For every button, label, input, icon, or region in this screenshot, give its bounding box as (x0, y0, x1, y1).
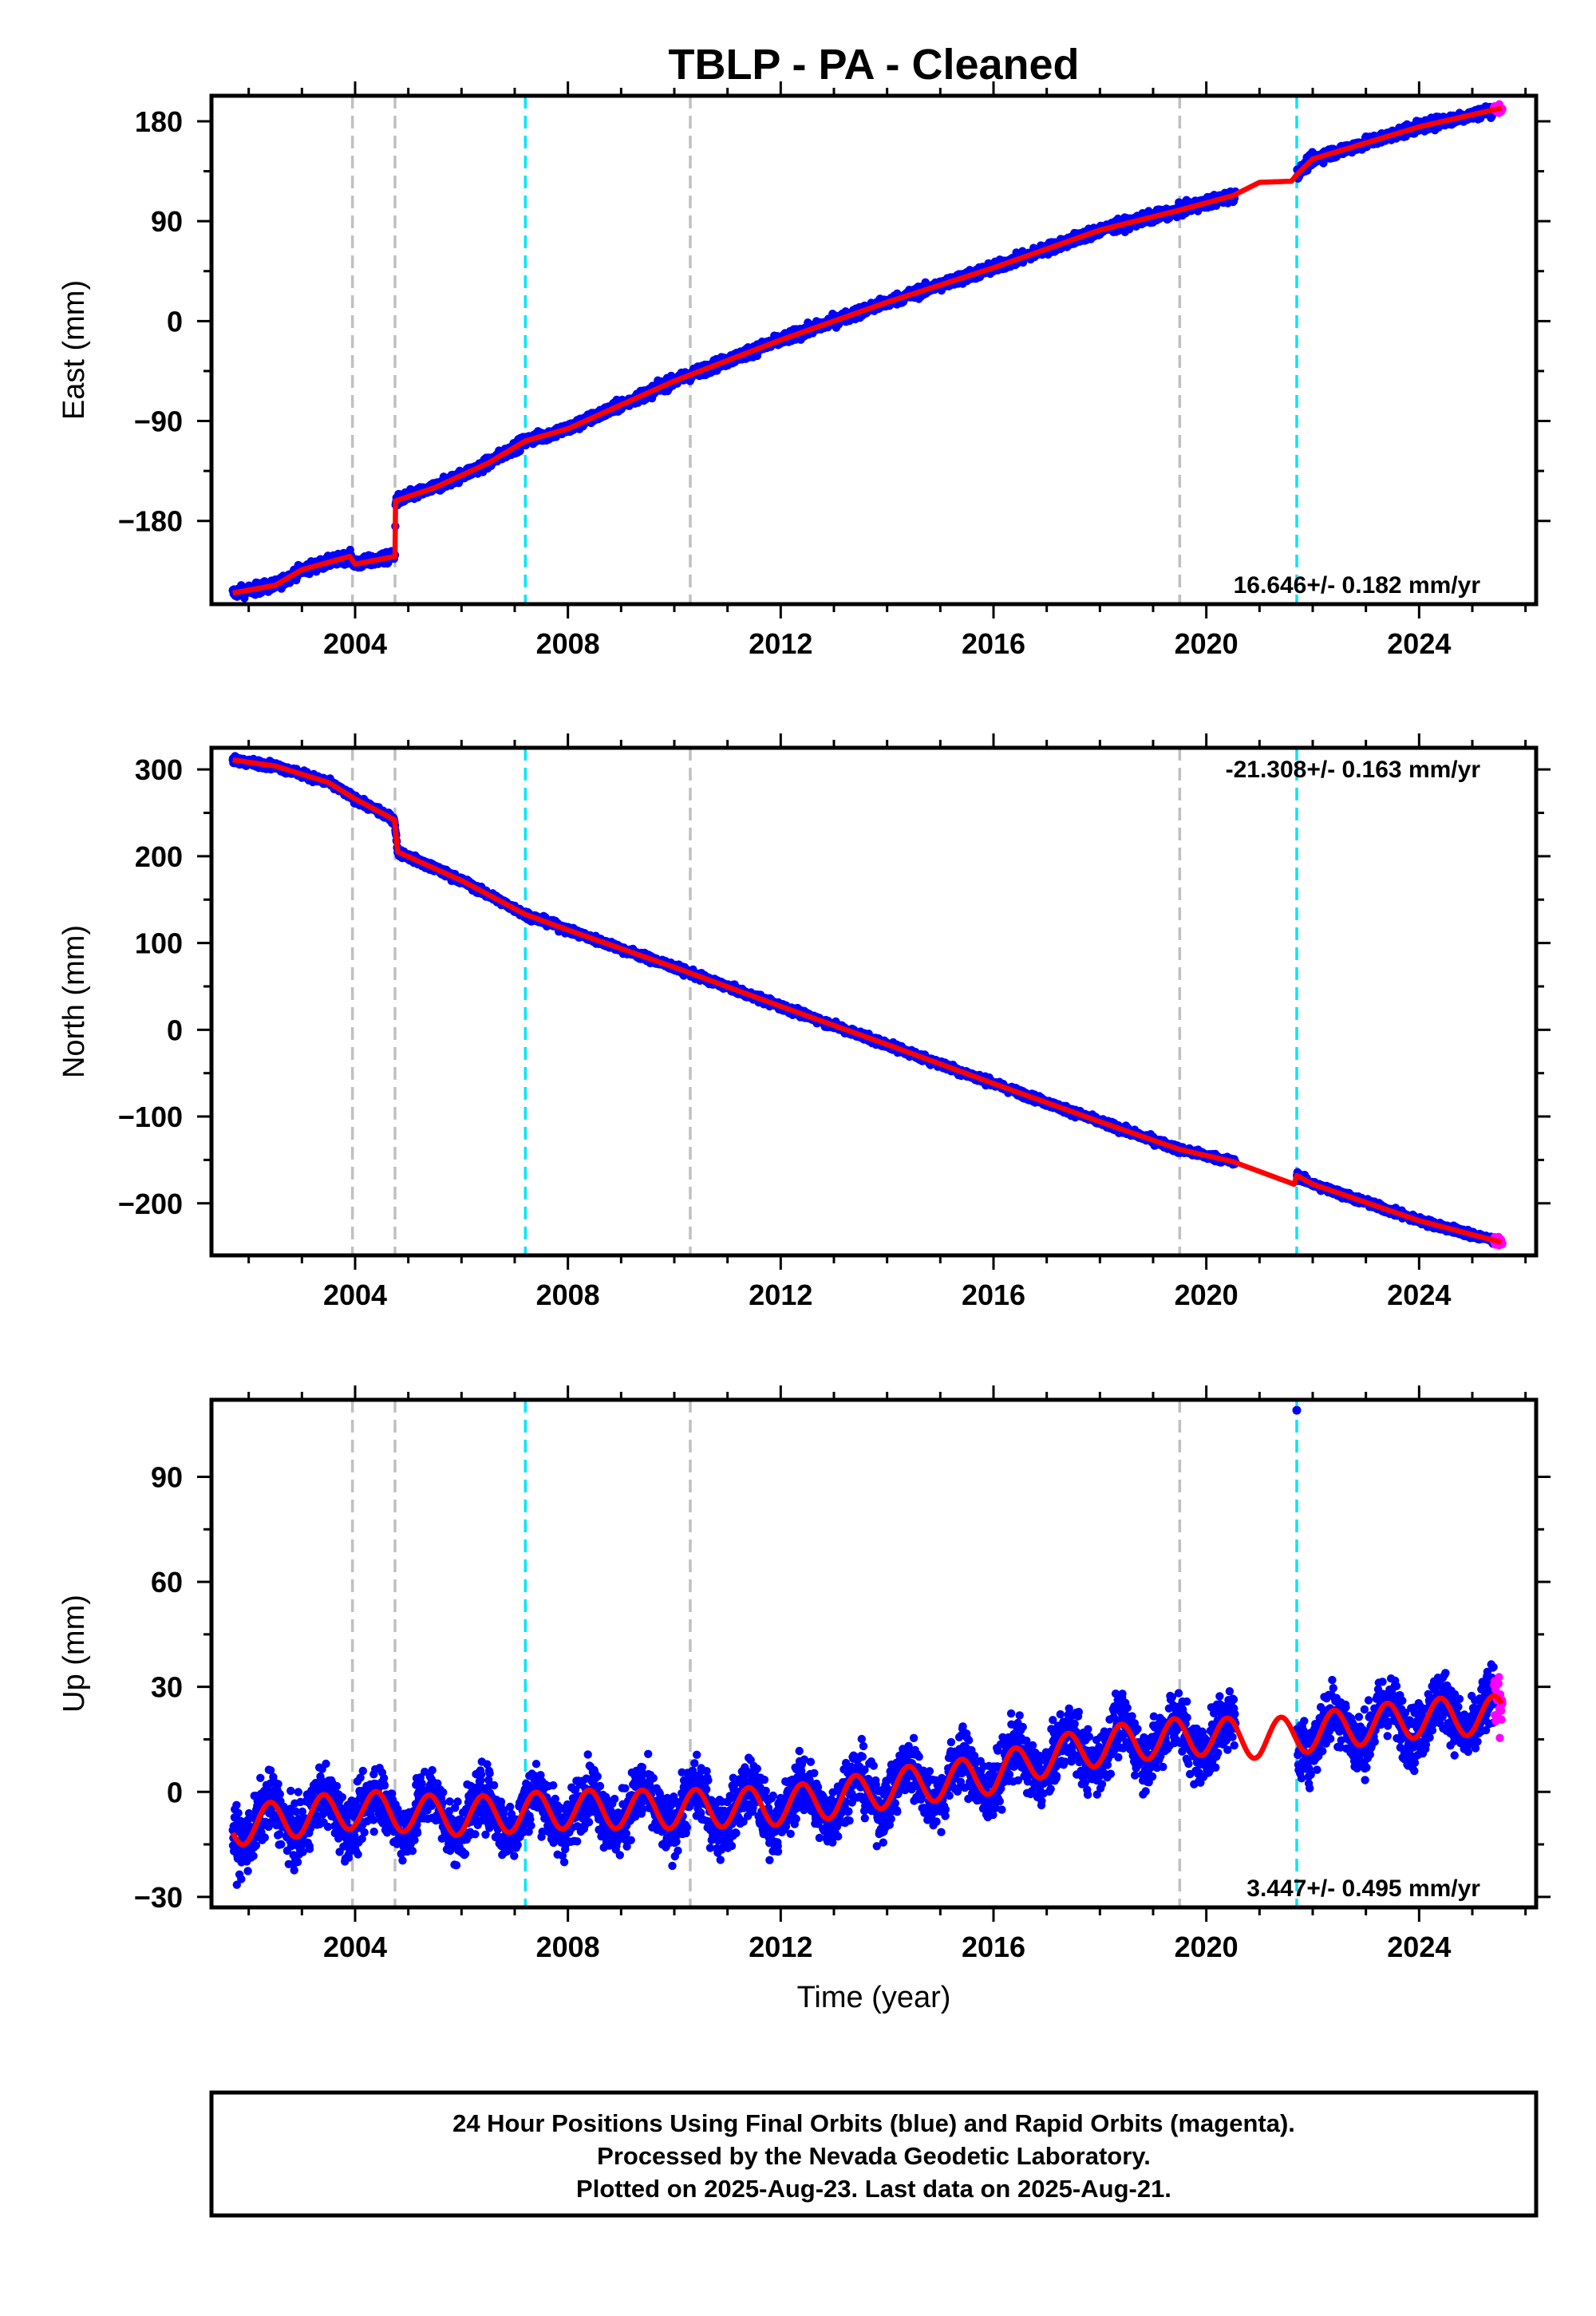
model-curve (231, 105, 1504, 596)
x-tick-label: 2016 (962, 627, 1025, 660)
y-tick-label: 0 (167, 305, 183, 338)
x-tick-label: 2004 (323, 627, 387, 660)
x-tick-label: 2008 (536, 627, 600, 660)
east-panel: 2004 2008 2012 2016 2020 2024 −180 −90 0 90 180 Eas… (57, 81, 1551, 660)
north-panel: 2004 2008 2012 2016 2020 2024−200−10001002003… (57, 733, 1551, 1311)
plot-frame (209, 93, 1539, 607)
y-axis-label: East (mm) (57, 280, 91, 420)
x-tick-label: 2012 (749, 627, 812, 660)
rate-label: 16.646+/- 0.182 mm/yr (1234, 572, 1481, 599)
plot-area (228, 100, 1507, 603)
chart-title: TBLP - PA - Cleaned (668, 41, 1079, 89)
y-tick-label: −90 (134, 405, 183, 438)
y-tick-label: 90 (151, 205, 183, 238)
x-tick-label: 2020 (1175, 627, 1238, 660)
x-tick-label: 2024 (1387, 627, 1451, 660)
y-tick-label: 180 (135, 105, 183, 138)
plot-area (228, 752, 1507, 1250)
y-tick-label: −180 (118, 505, 183, 538)
